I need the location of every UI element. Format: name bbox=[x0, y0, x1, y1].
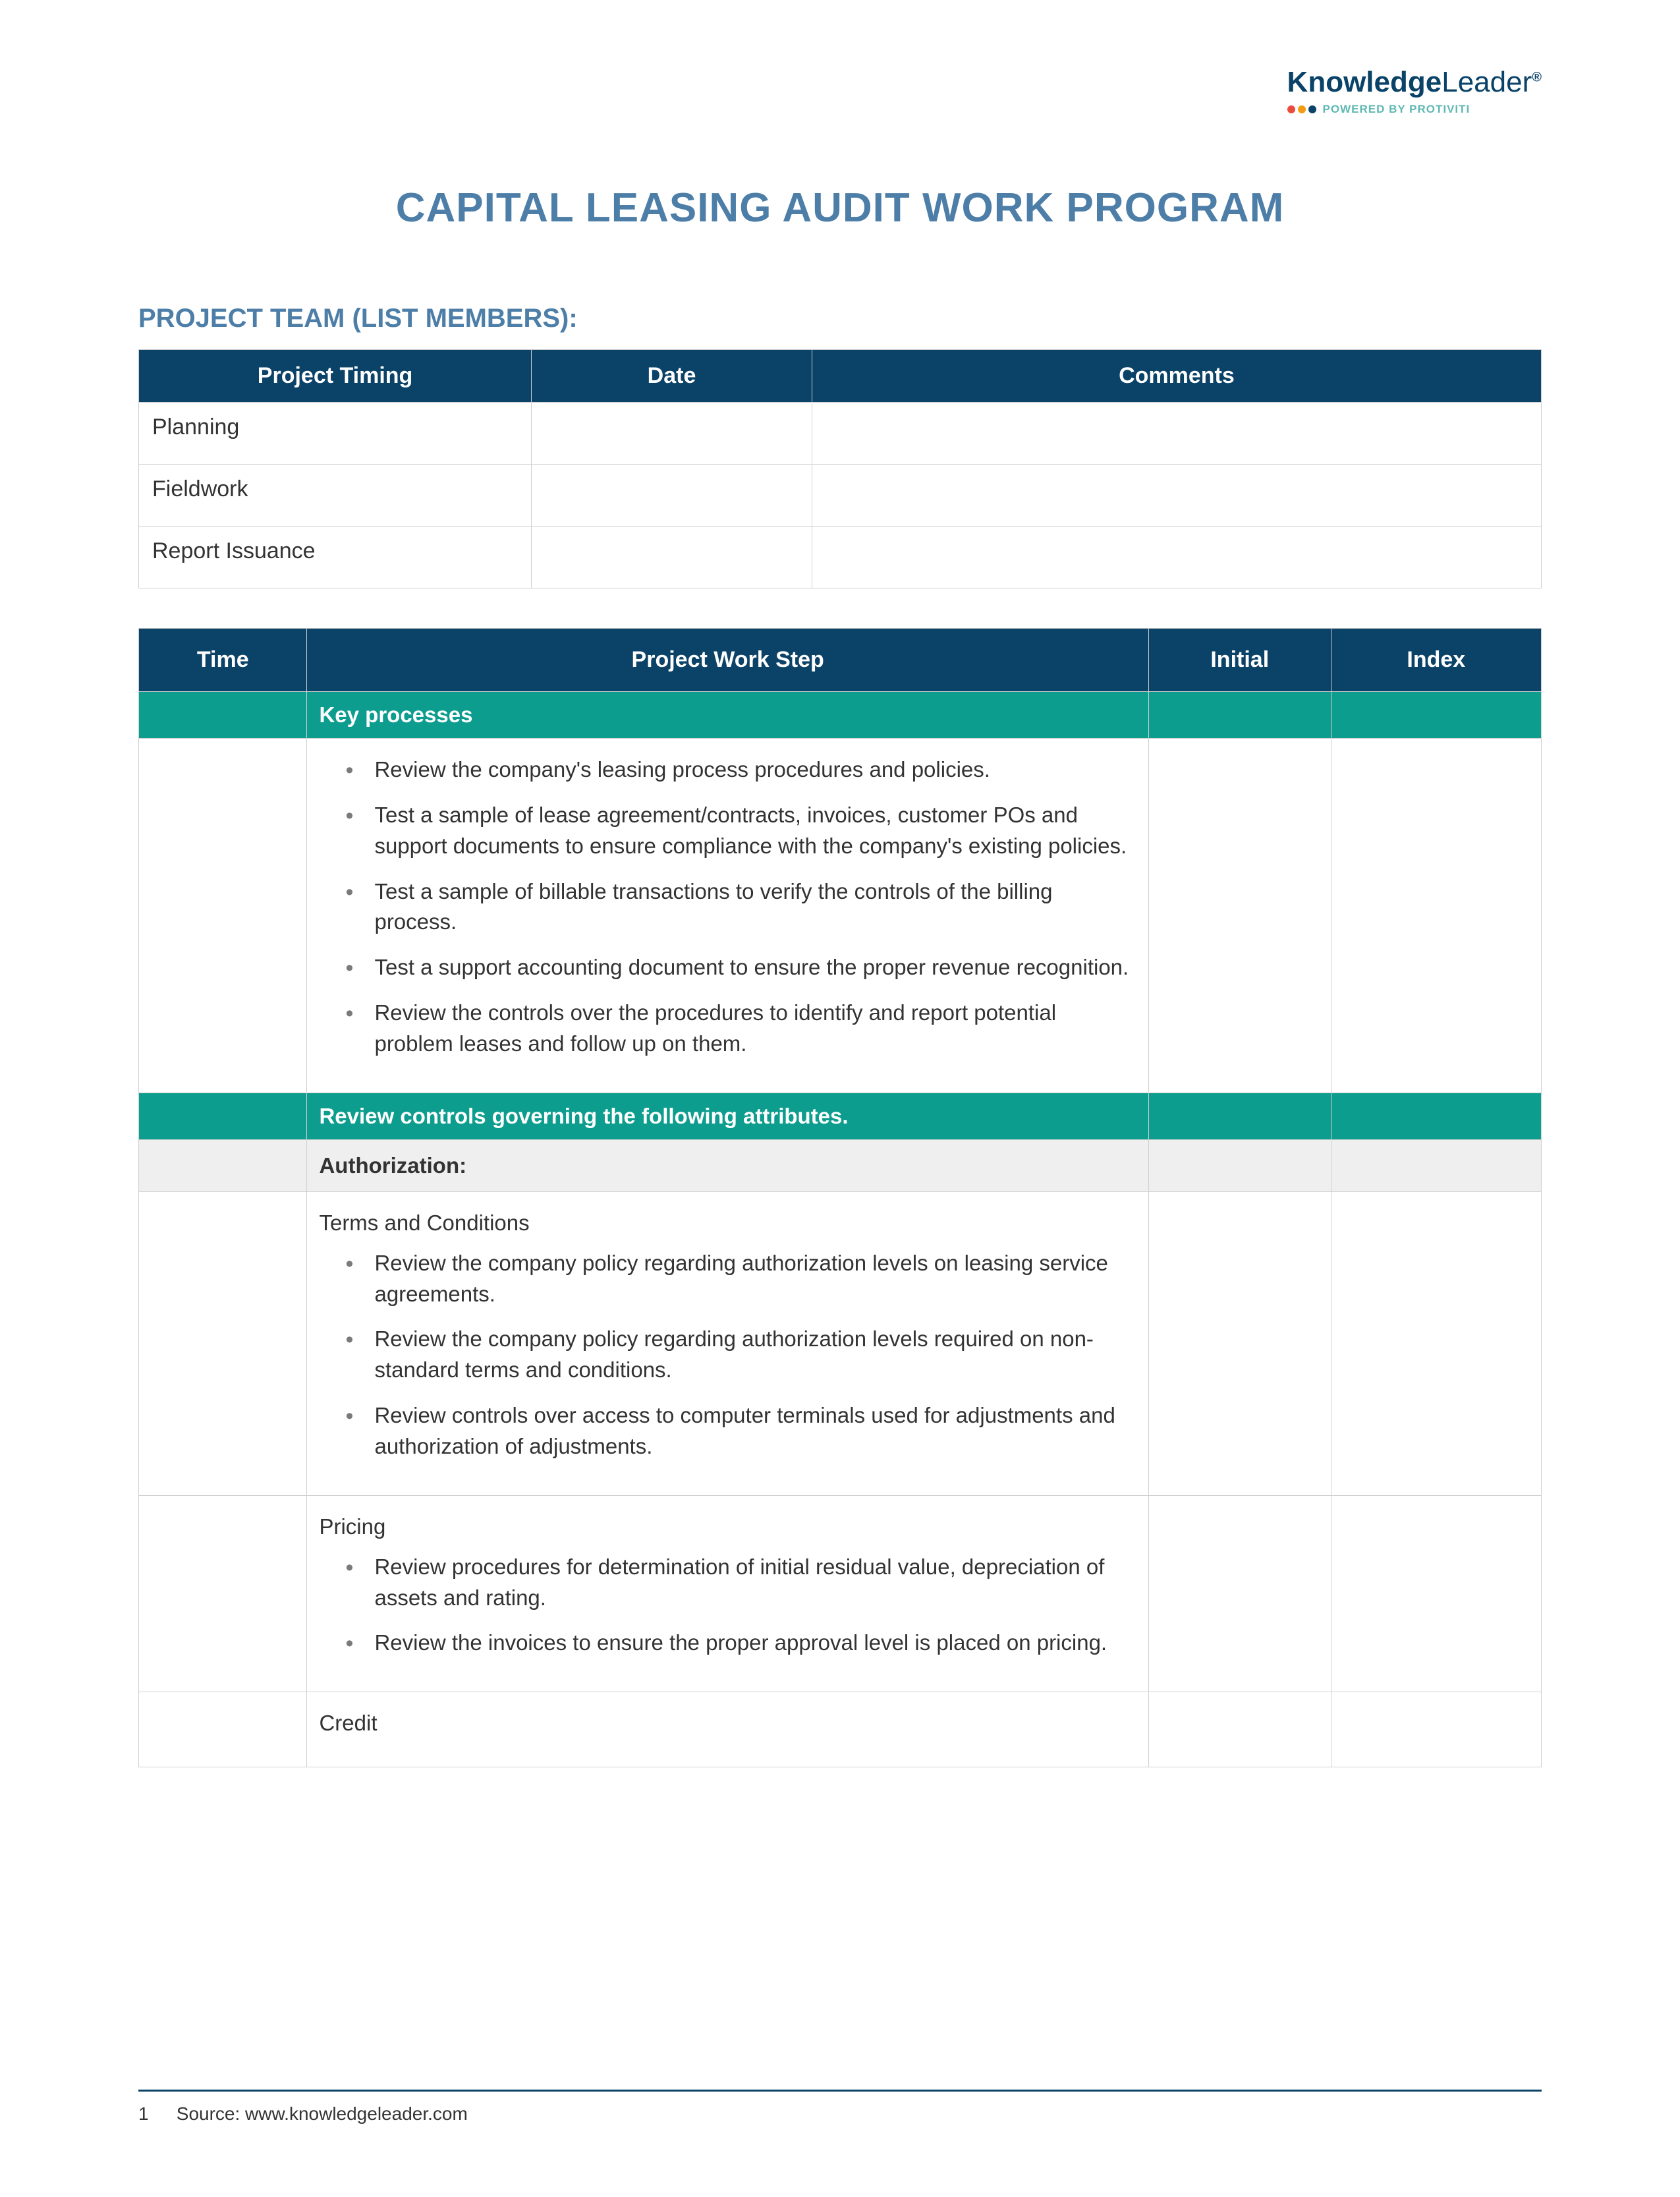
work-initial-cell bbox=[1148, 692, 1331, 739]
work-time-cell bbox=[139, 739, 307, 1093]
timing-cell bbox=[812, 403, 1541, 465]
footer-source: Source: www.knowledgeleader.com bbox=[177, 2103, 468, 2124]
timing-cell bbox=[812, 465, 1541, 527]
timing-header-1: Project Timing bbox=[139, 350, 532, 403]
work-step-cell: Review controls governing the following … bbox=[307, 1093, 1148, 1139]
timing-row: Report Issuance bbox=[139, 527, 1542, 588]
timing-header-3: Comments bbox=[812, 350, 1541, 403]
timing-header-row: Project Timing Date Comments bbox=[139, 350, 1542, 403]
work-step-cell: Credit bbox=[307, 1692, 1148, 1767]
timing-cell: Planning bbox=[139, 403, 532, 465]
work-table: Time Project Work Step Initial Index Key… bbox=[138, 628, 1542, 1767]
work-row: Review the company's leasing process pro… bbox=[139, 739, 1542, 1093]
timing-row: Fieldwork bbox=[139, 465, 1542, 527]
section-heading: PROJECT TEAM (LIST MEMBERS): bbox=[138, 304, 1542, 333]
timing-header-2: Date bbox=[532, 350, 812, 403]
work-body: Key processes Review the company's leasin… bbox=[139, 692, 1542, 1767]
work-bullet: Review the company policy regarding auth… bbox=[345, 1248, 1131, 1310]
work-bullet: Review the company policy regarding auth… bbox=[345, 1324, 1131, 1386]
work-bullet: Review the company's leasing process pro… bbox=[345, 755, 1131, 785]
work-bullet: Review procedures for determination of i… bbox=[345, 1552, 1131, 1614]
brand-dots bbox=[1287, 105, 1316, 113]
document-page: KnowledgeLeader® POWERED BY PROTIVITI CA… bbox=[0, 0, 1680, 2197]
work-header-index: Index bbox=[1331, 629, 1541, 692]
work-time-cell bbox=[139, 1692, 307, 1767]
work-index-cell bbox=[1331, 1495, 1541, 1692]
work-index-cell bbox=[1331, 1139, 1541, 1191]
work-step-cell: Review the company's leasing process pro… bbox=[307, 739, 1148, 1093]
work-time-cell bbox=[139, 1191, 307, 1495]
work-bullet: Review controls over access to computer … bbox=[345, 1400, 1131, 1462]
work-row: Credit bbox=[139, 1692, 1542, 1767]
brand-logo: KnowledgeLeader® POWERED BY PROTIVITI bbox=[1287, 66, 1542, 116]
work-index-cell bbox=[1331, 1191, 1541, 1495]
brand-light: Leader bbox=[1442, 66, 1532, 98]
work-bullet: Test a sample of billable transactions t… bbox=[345, 876, 1131, 938]
brand-bold: Knowledge bbox=[1287, 66, 1442, 98]
work-bullet-list: Review the company policy regarding auth… bbox=[319, 1248, 1131, 1462]
work-step-cell: Key processes bbox=[307, 692, 1148, 739]
brand-subline: POWERED BY PROTIVITI bbox=[1287, 103, 1542, 116]
timing-row: Planning bbox=[139, 403, 1542, 465]
work-index-cell bbox=[1331, 692, 1541, 739]
timing-cell: Fieldwork bbox=[139, 465, 532, 527]
work-time-cell bbox=[139, 1495, 307, 1692]
work-bullet: Review the invoices to ensure the proper… bbox=[345, 1628, 1131, 1659]
work-row: Pricing Review procedures for determinati… bbox=[139, 1495, 1542, 1692]
work-initial-cell bbox=[1148, 1191, 1331, 1495]
work-header-time: Time bbox=[139, 629, 307, 692]
work-initial-cell bbox=[1148, 1139, 1331, 1191]
timing-table: Project Timing Date Comments PlanningFie… bbox=[138, 349, 1542, 588]
work-lead: Credit bbox=[319, 1708, 1131, 1739]
work-time-cell bbox=[139, 1093, 307, 1139]
dot-3 bbox=[1308, 105, 1316, 113]
work-initial-cell bbox=[1148, 1692, 1331, 1767]
work-time-cell bbox=[139, 692, 307, 739]
page-footer: 1 Source: www.knowledgeleader.com bbox=[138, 2090, 1542, 2125]
footer-rule bbox=[138, 2090, 1542, 2092]
page-number: 1 bbox=[138, 2103, 171, 2125]
timing-cell bbox=[812, 527, 1541, 588]
brand-powered: POWERED BY PROTIVITI bbox=[1323, 103, 1470, 116]
footer-text: 1 Source: www.knowledgeleader.com bbox=[138, 2103, 1542, 2125]
work-step-cell: Pricing Review procedures for determinati… bbox=[307, 1495, 1148, 1692]
page-title: CAPITAL LEASING AUDIT WORK PROGRAM bbox=[138, 185, 1542, 231]
work-initial-cell bbox=[1148, 739, 1331, 1093]
work-header-row: Time Project Work Step Initial Index bbox=[139, 629, 1542, 692]
brand-trademark: ® bbox=[1532, 70, 1542, 84]
work-bullet-list: Review the company's leasing process pro… bbox=[319, 755, 1131, 1060]
work-bullet: Test a sample of lease agreement/contrac… bbox=[345, 800, 1131, 862]
work-row: Key processes bbox=[139, 692, 1542, 739]
work-row: Authorization: bbox=[139, 1139, 1542, 1191]
brand-name: KnowledgeLeader® bbox=[1287, 66, 1542, 99]
work-time-cell bbox=[139, 1139, 307, 1191]
work-bullet: Review the controls over the procedures … bbox=[345, 998, 1131, 1060]
work-index-cell bbox=[1331, 739, 1541, 1093]
work-initial-cell bbox=[1148, 1495, 1331, 1692]
work-step-cell: Authorization: bbox=[307, 1139, 1148, 1191]
timing-cell bbox=[532, 465, 812, 527]
work-bullet-list: Review procedures for determination of i… bbox=[319, 1552, 1131, 1659]
work-index-cell bbox=[1331, 1093, 1541, 1139]
work-lead: Terms and Conditions bbox=[319, 1208, 1131, 1239]
work-initial-cell bbox=[1148, 1093, 1331, 1139]
work-bullet: Test a support accounting document to en… bbox=[345, 952, 1131, 983]
work-header-step: Project Work Step bbox=[307, 629, 1148, 692]
work-lead: Pricing bbox=[319, 1512, 1131, 1543]
timing-cell: Report Issuance bbox=[139, 527, 532, 588]
work-row: Terms and Conditions Review the company p… bbox=[139, 1191, 1542, 1495]
work-step-cell: Terms and Conditions Review the company p… bbox=[307, 1191, 1148, 1495]
work-index-cell bbox=[1331, 1692, 1541, 1767]
timing-body: PlanningFieldworkReport Issuance bbox=[139, 403, 1542, 588]
timing-cell bbox=[532, 527, 812, 588]
dot-2 bbox=[1298, 105, 1306, 113]
dot-1 bbox=[1287, 105, 1295, 113]
timing-cell bbox=[532, 403, 812, 465]
work-header-initial: Initial bbox=[1148, 629, 1331, 692]
work-row: Review controls governing the following … bbox=[139, 1093, 1542, 1139]
